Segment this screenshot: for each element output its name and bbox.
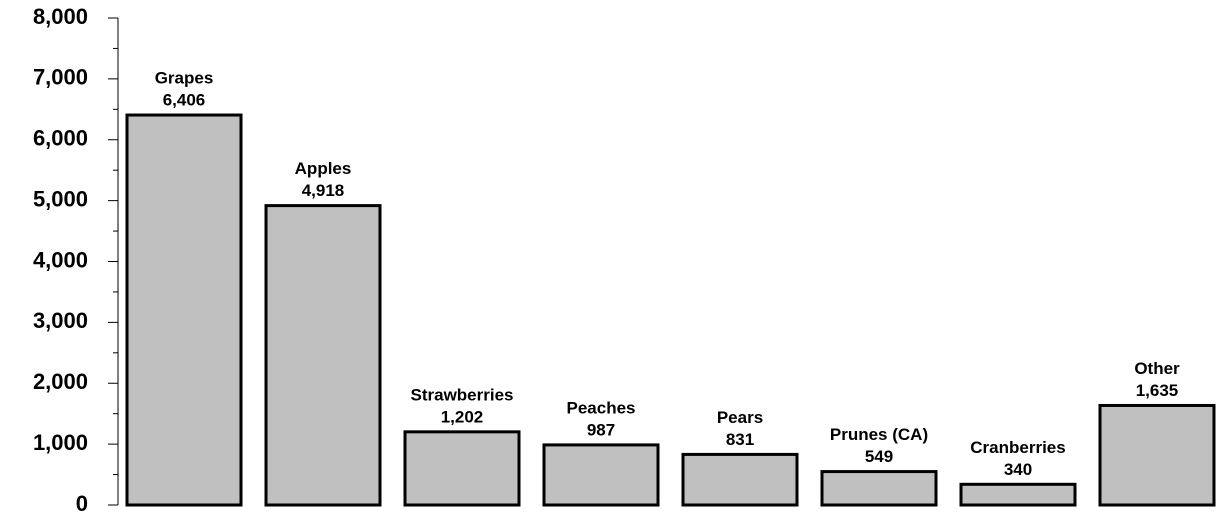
bar	[1098, 403, 1216, 507]
y-tick-label: 2,000	[33, 369, 88, 394]
category-label: Prunes (CA)	[830, 425, 928, 444]
y-tick-label: 0	[76, 491, 88, 516]
y-tick-label: 5,000	[33, 186, 88, 211]
bar	[403, 430, 521, 507]
y-tick-label: 7,000	[33, 65, 88, 90]
value-label: 987	[587, 420, 615, 439]
value-label: 6,406	[163, 91, 206, 110]
value-label: 1,202	[441, 407, 484, 426]
bar	[264, 204, 382, 507]
category-label: Pears	[717, 408, 763, 427]
bar	[542, 443, 660, 507]
y-tick-label: 3,000	[33, 308, 88, 333]
category-label: Cranberries	[970, 438, 1065, 457]
y-tick-label: 8,000	[33, 4, 88, 29]
value-label: 549	[865, 447, 893, 466]
y-tick-label: 4,000	[33, 247, 88, 272]
value-label: 1,635	[1136, 381, 1179, 400]
bar	[959, 482, 1077, 507]
category-label: Strawberries	[411, 385, 514, 404]
bar	[681, 452, 799, 507]
category-label: Apples	[295, 159, 352, 178]
category-label: Other	[1134, 359, 1180, 378]
value-label: 831	[726, 430, 754, 449]
category-label: Grapes	[155, 69, 214, 88]
category-label: Peaches	[567, 398, 636, 417]
y-tick-label: 1,000	[33, 430, 88, 455]
value-label: 340	[1004, 460, 1032, 479]
y-tick-label: 6,000	[33, 126, 88, 151]
bar	[125, 113, 243, 507]
bar	[820, 470, 938, 507]
value-label: 4,918	[302, 181, 345, 200]
